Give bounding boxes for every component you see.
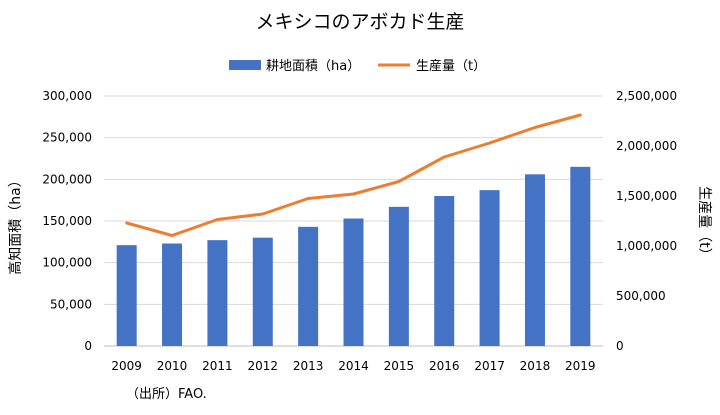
right-axis-title: 生産量（t） <box>696 186 712 262</box>
x-tick-label: 2011 <box>202 359 233 373</box>
bar <box>116 245 137 346</box>
x-tick-label: 2009 <box>111 359 142 373</box>
left-axis-title: 高知面積（ha） <box>7 173 24 274</box>
x-tick-label: 2019 <box>565 359 596 373</box>
x-tick-label: 2014 <box>338 359 369 373</box>
bar-series <box>116 166 591 346</box>
bar <box>207 240 228 346</box>
left-tick-label: 150,000 <box>42 214 92 228</box>
left-tick-label: 0 <box>84 339 92 353</box>
source-note: （出所）FAO. <box>126 387 207 402</box>
bar <box>343 218 364 346</box>
right-tick-label: 500,000 <box>616 289 666 303</box>
bar <box>479 190 500 346</box>
bar <box>434 196 455 346</box>
right-tick-label: 0 <box>616 339 624 353</box>
right-tick-label: 2,000,000 <box>616 139 677 153</box>
x-tick-label: 2016 <box>429 359 460 373</box>
chart-title: メキシコのアボカド生産 <box>255 11 464 33</box>
x-tick-label: 2012 <box>247 359 278 373</box>
bar <box>298 226 319 346</box>
bar <box>524 174 545 346</box>
bar <box>570 166 591 346</box>
production-line <box>125 113 582 237</box>
x-tick-label: 2010 <box>157 359 188 373</box>
left-tick-label: 250,000 <box>42 131 92 145</box>
right-tick-label: 1,000,000 <box>616 239 677 253</box>
x-tick-label: 2018 <box>520 359 551 373</box>
x-axis-ticks: 2009 2010 2011 2012 2013 2014 2015 2016 2017 2018… <box>111 359 595 373</box>
line-series <box>125 113 582 237</box>
left-tick-label: 100,000 <box>42 256 92 270</box>
x-tick-label: 2015 <box>384 359 415 373</box>
bar <box>388 206 409 346</box>
left-axis-ticks: 0 50,000 100,000 150,000 200,000 250,000 300,0… <box>42 89 92 353</box>
bar <box>162 243 183 346</box>
x-tick-label: 2017 <box>474 359 505 373</box>
right-tick-label: 2,500,000 <box>616 89 677 103</box>
left-tick-label: 200,000 <box>42 172 92 186</box>
right-axis-ticks: 0 500,000 1,000,000 1,500,000 2,000,000 2,500… <box>616 89 677 353</box>
right-tick-label: 1,500,000 <box>616 189 677 203</box>
legend: 耕地面積（ha） 生産量（t） <box>229 58 486 74</box>
bar <box>252 237 273 346</box>
x-tick-label: 2013 <box>293 359 324 373</box>
legend-bar-label: 耕地面積（ha） <box>266 58 360 74</box>
legend-bar-swatch <box>229 60 261 70</box>
legend-line-label: 生産量（t） <box>416 58 486 74</box>
left-tick-label: 50,000 <box>50 297 92 311</box>
left-tick-label: 300,000 <box>42 89 92 103</box>
